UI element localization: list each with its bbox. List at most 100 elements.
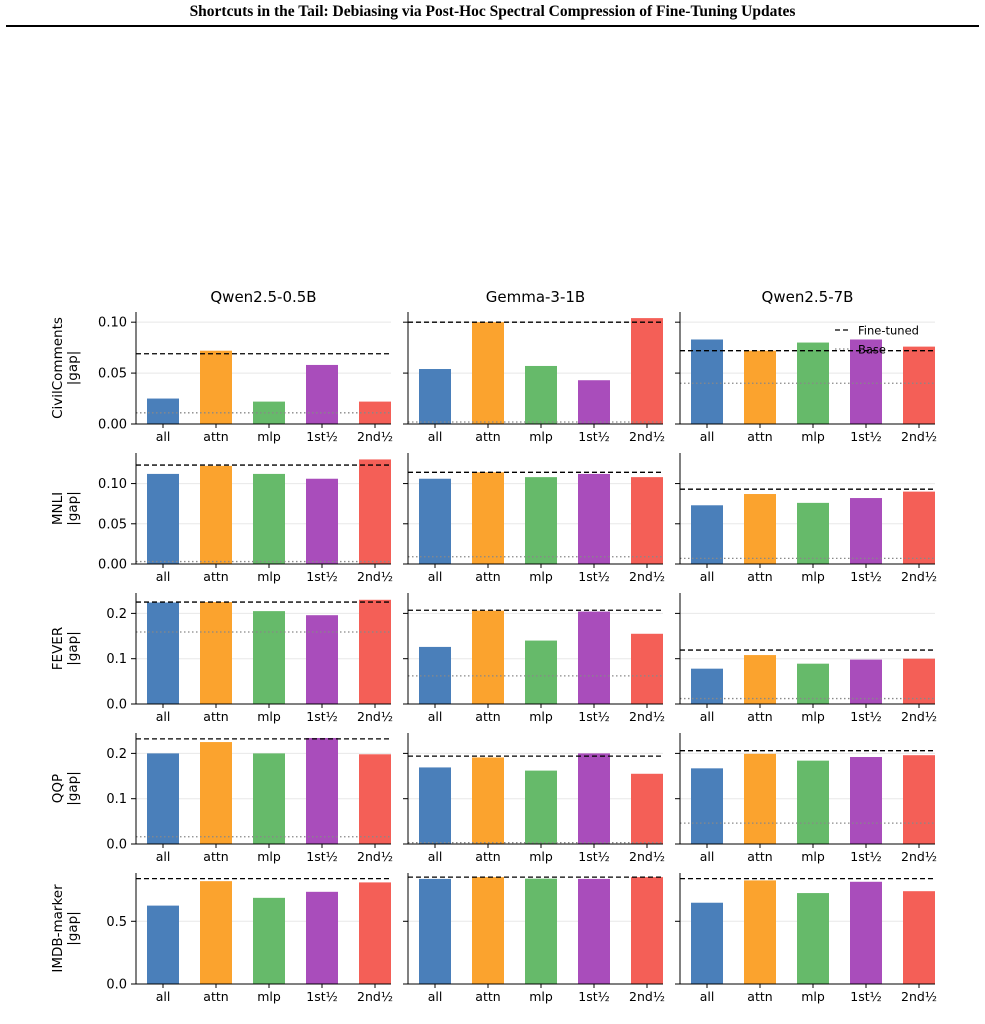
- bar-first-half: [578, 380, 610, 424]
- bar-all: [691, 768, 723, 844]
- y-tick-label: 0.10: [98, 477, 127, 492]
- x-tick-label: 1st½: [850, 849, 881, 864]
- paper-header: Shortcuts in the Tail: Debiasing via Pos…: [0, 0, 985, 28]
- x-tick-label: attn: [747, 989, 772, 1004]
- bar-second-half: [359, 599, 391, 704]
- x-tick-label: all: [428, 849, 443, 864]
- x-tick-label: mlp: [529, 569, 553, 584]
- x-tick-label: all: [156, 569, 171, 584]
- row-ylabel: IMDB-marker|gap|: [50, 884, 81, 973]
- bar-first-half: [306, 891, 338, 984]
- bar-attn: [472, 610, 504, 704]
- bar-mlp: [525, 477, 557, 564]
- bar-first-half: [306, 737, 338, 844]
- bar-all: [419, 767, 451, 844]
- bar-all: [419, 369, 451, 424]
- bar-all: [147, 398, 179, 424]
- bar-second-half: [631, 318, 663, 424]
- x-tick-label: 1st½: [306, 709, 337, 724]
- x-tick-label: attn: [747, 709, 772, 724]
- x-tick-label: 1st½: [306, 569, 337, 584]
- x-tick-label: attn: [475, 989, 500, 1004]
- x-tick-label: mlp: [529, 709, 553, 724]
- bar-attn: [744, 350, 776, 424]
- bar-first-half: [306, 364, 338, 424]
- bar-mlp: [253, 611, 285, 704]
- x-tick-label: attn: [747, 569, 772, 584]
- x-tick-label: 2nd½: [901, 429, 937, 444]
- bar-second-half: [359, 459, 391, 564]
- x-tick-label: all: [156, 709, 171, 724]
- x-tick-label: 1st½: [850, 709, 881, 724]
- x-tick-label: 1st½: [578, 569, 609, 584]
- y-tick-label: 0.0: [106, 698, 127, 713]
- x-tick-label: all: [700, 849, 715, 864]
- bar-second-half: [631, 477, 663, 564]
- bar-attn: [472, 472, 504, 564]
- x-tick-label: 2nd½: [901, 709, 937, 724]
- x-tick-label: 2nd½: [357, 849, 393, 864]
- x-tick-label: mlp: [529, 989, 553, 1004]
- x-tick-label: all: [700, 429, 715, 444]
- bar-all: [691, 339, 723, 424]
- bar-all: [147, 473, 179, 564]
- bar-all: [419, 878, 451, 984]
- bar-first-half: [578, 878, 610, 984]
- bar-second-half: [903, 346, 935, 424]
- y-tick-label: 0.0: [106, 838, 127, 853]
- x-tick-label: mlp: [529, 429, 553, 444]
- bar-all: [691, 505, 723, 564]
- column-title: Gemma-3-1B: [486, 288, 585, 306]
- bar-attn: [200, 881, 232, 984]
- y-tick-label: 0.5: [106, 915, 127, 930]
- bar-first-half: [578, 473, 610, 564]
- y-tick-label: 0.1: [106, 652, 127, 667]
- bar-mlp: [253, 897, 285, 984]
- bar-mlp: [525, 640, 557, 704]
- x-tick-label: mlp: [801, 989, 825, 1004]
- x-tick-label: attn: [475, 429, 500, 444]
- x-tick-label: all: [156, 429, 171, 444]
- x-tick-label: 2nd½: [357, 709, 393, 724]
- paper-title: Shortcuts in the Tail: Debiasing via Pos…: [189, 3, 796, 20]
- row-ylabel-metric: |gap|: [65, 491, 81, 526]
- x-tick-label: 1st½: [306, 849, 337, 864]
- bar-first-half: [850, 498, 882, 564]
- bar-attn: [744, 655, 776, 704]
- x-tick-label: attn: [203, 429, 228, 444]
- x-tick-label: attn: [203, 569, 228, 584]
- row-ylabel-metric: |gap|: [65, 911, 81, 946]
- x-tick-label: 2nd½: [357, 989, 393, 1004]
- bar-second-half: [359, 754, 391, 844]
- bar-second-half: [631, 877, 663, 984]
- x-tick-label: 2nd½: [629, 709, 665, 724]
- y-tick-label: 0.05: [98, 367, 127, 382]
- x-tick-label: mlp: [529, 849, 553, 864]
- y-tick-label: 0.0: [106, 978, 127, 993]
- x-tick-label: attn: [475, 709, 500, 724]
- bar-attn: [472, 322, 504, 424]
- bar-first-half: [578, 611, 610, 704]
- x-tick-label: 1st½: [850, 989, 881, 1004]
- bar-second-half: [903, 755, 935, 844]
- row-ylabel: QQP|gap|: [50, 771, 81, 806]
- bar-first-half: [306, 615, 338, 704]
- bar-attn: [200, 350, 232, 424]
- x-tick-label: mlp: [801, 569, 825, 584]
- bar-first-half: [850, 659, 882, 704]
- bar-all: [691, 668, 723, 704]
- row-ylabel-metric: |gap|: [65, 351, 81, 386]
- bar-mlp: [797, 663, 829, 704]
- bar-attn: [472, 877, 504, 984]
- x-tick-label: 1st½: [850, 569, 881, 584]
- x-tick-label: 2nd½: [357, 569, 393, 584]
- row-ylabel: FEVER|gap|: [50, 627, 81, 670]
- x-tick-label: 1st½: [578, 849, 609, 864]
- x-tick-label: mlp: [257, 429, 281, 444]
- legend-base-label: Base: [858, 343, 886, 357]
- bar-all: [147, 753, 179, 844]
- bar-first-half: [850, 757, 882, 844]
- bar-all: [419, 646, 451, 704]
- x-tick-label: all: [156, 989, 171, 1004]
- y-tick-label: 0.1: [106, 792, 127, 807]
